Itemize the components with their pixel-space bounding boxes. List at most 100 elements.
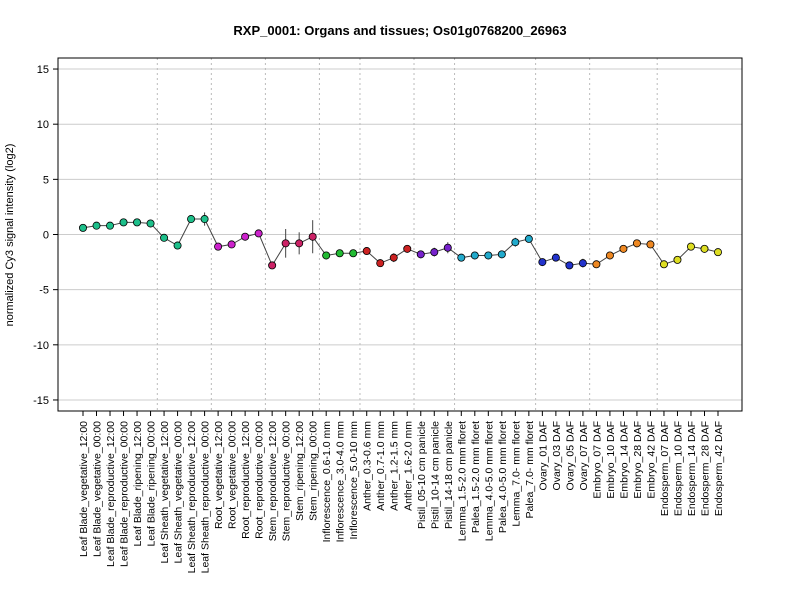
data-point [79,223,88,232]
x-tick-label: Endosperm_42 DAF [713,421,725,516]
x-tick-label: Leaf Sheath_reproductive_00:00 [200,421,212,574]
x-tick-label: Embryo_42 DAF [645,421,657,499]
x-tick-label: Lemma_7.0- mm floret [510,421,522,527]
data-point [173,241,182,250]
data-point [551,253,560,262]
data-point [160,233,169,242]
x-tick-label: Root_reproductive_00:00 [254,421,266,539]
data-point [376,259,385,268]
x-tick-label: Leaf Sheath_vegetative_12:00 [159,421,171,564]
data-point [565,261,574,270]
x-tick-label: Pistil_14-18 cm panicle [443,421,455,529]
data-point [578,259,587,268]
data-point [119,218,128,227]
data-point [241,232,250,241]
y-tick-label: -15 [33,395,49,407]
data-point [632,239,641,248]
data-point [457,253,466,262]
x-tick-label: Stem_reproductive_00:00 [281,421,293,541]
x-tick-label: Pistil_10-14 cm panicle [429,421,441,529]
data-point [686,242,695,251]
x-tick-label: Inflorescence_3.0-4.0 mm [335,421,347,543]
data-point [619,244,628,253]
chart-title: RXP_0001: Organs and tissues; Os01g07682… [233,23,566,38]
x-tick-label: Endosperm_07 DAF [659,421,671,516]
data-point [349,249,358,258]
x-tick-label: Lemma_4.0-5.0 mm floret [483,421,495,541]
y-axis-label: normalized Cy3 signal intensity (log2) [4,144,16,327]
data-point [254,229,263,238]
x-tick-label: Endosperm_28 DAF [699,421,711,516]
data-point [484,251,493,260]
x-tick-label: Ovary_05 DAF [564,421,576,490]
series-line [79,212,723,270]
data-point [416,250,425,259]
data-point [106,221,115,230]
data-point [714,248,723,257]
grid [58,58,742,411]
x-tick-label: Palea_7.0- mm floret [524,421,536,519]
data-point [646,240,655,249]
x-tick-label: Root_reproductive_12:00 [240,421,252,539]
y-tick-label: 15 [37,64,49,76]
data-point [673,255,682,264]
x-tick-label: Inflorescence_0.6-1.0 mm [321,421,333,543]
data-point [92,221,101,230]
data-point [403,244,412,253]
x-tick-label: Leaf Blade_vegetative_00:00 [92,421,104,557]
y-axis: -15 -10 -5 0 5 10 15 [33,64,58,407]
data-point [146,219,155,228]
x-tick-label: Embryo_07 DAF [591,421,603,499]
x-tick-label: Anther_1.2-1.5 mm [389,421,401,511]
data-point [187,215,196,224]
data-point [227,240,236,249]
data-point [497,250,506,259]
x-axis: Leaf Blade_vegetative_12:00 Leaf Blade_ve… [78,411,725,573]
y-tick-label: -10 [33,340,49,352]
x-tick-label: Leaf Blade_ripening_12:00 [132,421,144,547]
x-tick-label: Anther_0.3-0.6 mm [362,421,374,511]
data-point [214,242,223,251]
x-tick-label: Leaf Sheath_vegetative_00:00 [173,421,185,564]
x-tick-label: Ovary_03 DAF [551,421,563,490]
x-tick-label: Endosperm_14 DAF [686,421,698,516]
data-point [700,244,709,253]
x-tick-label: Leaf Blade_vegetative_12:00 [78,421,90,557]
x-tick-label: Root_vegetative_00:00 [227,421,239,529]
data-point [511,238,520,247]
data-point [335,249,344,258]
x-tick-label: Endosperm_10 DAF [672,421,684,516]
x-tick-label: Embryo_28 DAF [632,421,644,499]
x-tick-label: Stem_ripening_00:00 [308,421,320,521]
data-point [605,251,614,260]
x-tick-label: Leaf Sheath_reproductive_12:00 [186,421,198,574]
plot-frame [57,57,743,412]
data-point [443,243,452,252]
x-tick-label: Ovary_07 DAF [578,421,590,490]
data-point [470,251,479,260]
x-tick-label: Stem_reproductive_12:00 [267,421,279,541]
data-point [322,251,331,260]
x-tick-label: Leaf Blade_reproductive_12:00 [105,421,117,567]
x-tick-label: Root_vegetative_12:00 [213,421,225,529]
data-point [538,258,547,267]
data-point [295,239,304,248]
data-point [659,260,668,269]
data-point [200,215,209,224]
data-point [362,247,371,256]
data-point [308,232,317,241]
x-tick-label: Anther_1.6-2.0 mm [402,421,414,511]
data-point [268,261,277,270]
x-tick-label: Embryo_14 DAF [618,421,630,499]
y-tick-label: 5 [43,174,49,186]
data-point [430,248,439,257]
x-tick-label: Lemma_1.5-2.0 mm floret [456,421,468,541]
x-tick-label: Leaf Blade_ripening_00:00 [146,421,158,547]
data-point [524,234,533,243]
y-tick-label: -5 [39,285,49,297]
x-tick-label: Anther_0.7-1.0 mm [375,421,387,511]
data-point [389,253,398,262]
x-tick-label: Ovary_01 DAF [537,421,549,490]
x-tick-label: Palea_4.0-5.0 mm floret [497,421,509,533]
